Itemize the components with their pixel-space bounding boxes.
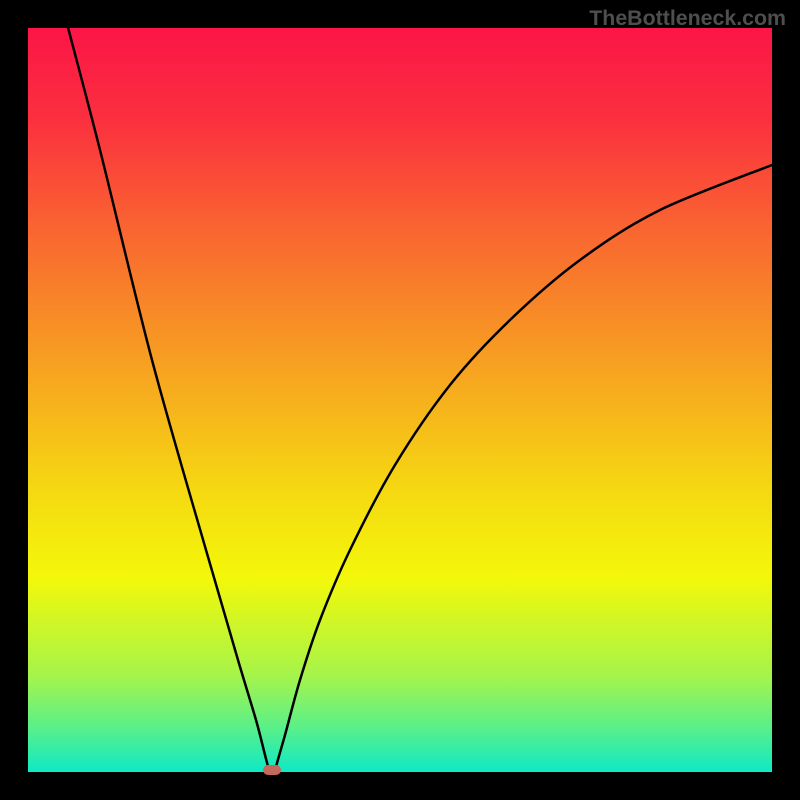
chart-svg bbox=[0, 0, 800, 800]
chart-stage: TheBottleneck.com bbox=[0, 0, 800, 800]
minimum-marker bbox=[263, 765, 281, 775]
watermark-text: TheBottleneck.com bbox=[589, 6, 786, 31]
plot-area bbox=[28, 28, 772, 772]
